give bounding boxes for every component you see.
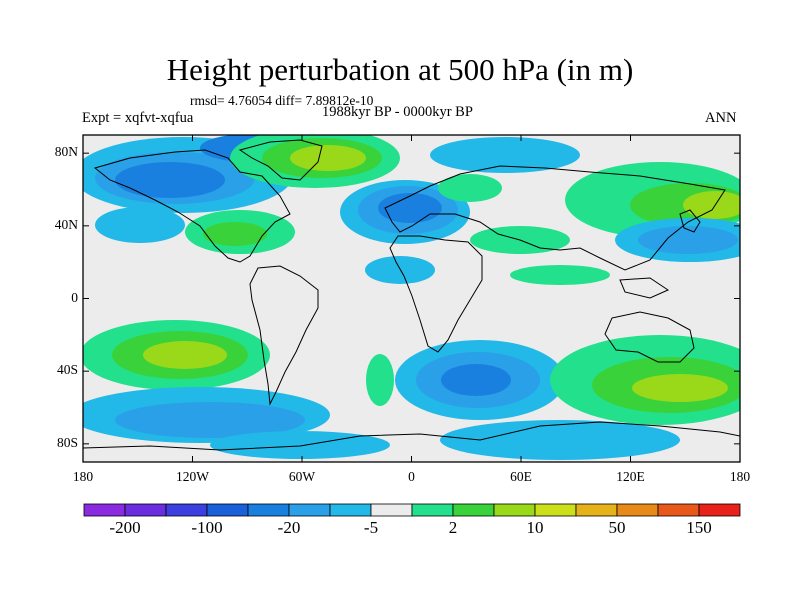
lon-tick-label: 180 (729, 469, 751, 484)
lat-tick-label: 80S (56, 434, 78, 450)
lon-tick-label: 120W (176, 469, 209, 484)
lon-tick-label: 60W (288, 469, 316, 484)
lat-tick-label: 80N (54, 144, 78, 160)
colorbar-swatch (411, 503, 454, 517)
lat-tick-label: 0 (71, 289, 78, 305)
colorbar-label: -200 (109, 518, 141, 537)
colorbar-label: 2 (448, 518, 458, 537)
colorbar-swatch (698, 503, 741, 517)
contour-field (83, 135, 740, 462)
colorbar-swatch (206, 503, 249, 517)
colorbar-swatch (534, 503, 577, 517)
stats-label: rmsd= 4.76054 diff= 7.89812e-10 (190, 93, 374, 108)
colorbar-label: -5 (363, 518, 379, 537)
colorbar-swatch (165, 503, 208, 517)
colorbar-label: 50 (608, 518, 626, 537)
colorbar-swatch (247, 503, 290, 517)
lon-tick-label: 0 (408, 469, 415, 484)
map-title: Height perturbation at 500 hPa (in m) (166, 52, 634, 87)
lat-tick-label: 40N (54, 216, 78, 232)
colorbar-swatch (616, 503, 659, 517)
colorbar-swatch (493, 503, 536, 517)
season-label: ANN (705, 110, 737, 126)
colorbar-swatch (288, 503, 331, 517)
colorbar-swatch (370, 503, 413, 517)
colorbar-swatch (124, 503, 167, 517)
axis-ticks (82, 135, 741, 462)
lon-tick-label: 60E (510, 469, 532, 484)
colorbar-swatch (329, 503, 372, 517)
colorbar-swatch (575, 503, 618, 517)
colorbar-swatch (657, 503, 700, 517)
colorbar (83, 503, 741, 517)
period-label: 1988kyr BP - 0000kyr BP (322, 104, 473, 120)
colorbar-swatch (83, 503, 126, 517)
colorbar-label: -20 (277, 518, 301, 537)
colorbar-label: -100 (191, 518, 223, 537)
lat-tick-label: 40S (56, 362, 78, 378)
lon-tick-label: 120E (616, 469, 645, 484)
experiment-label: Expt = xqfvt-xqfua (82, 110, 194, 126)
colorbar-swatch (452, 503, 495, 517)
coastlines (83, 139, 740, 451)
colorbar-label: 150 (686, 518, 712, 537)
lon-tick-label: 180 (72, 469, 94, 484)
colorbar-label: 10 (526, 518, 544, 537)
